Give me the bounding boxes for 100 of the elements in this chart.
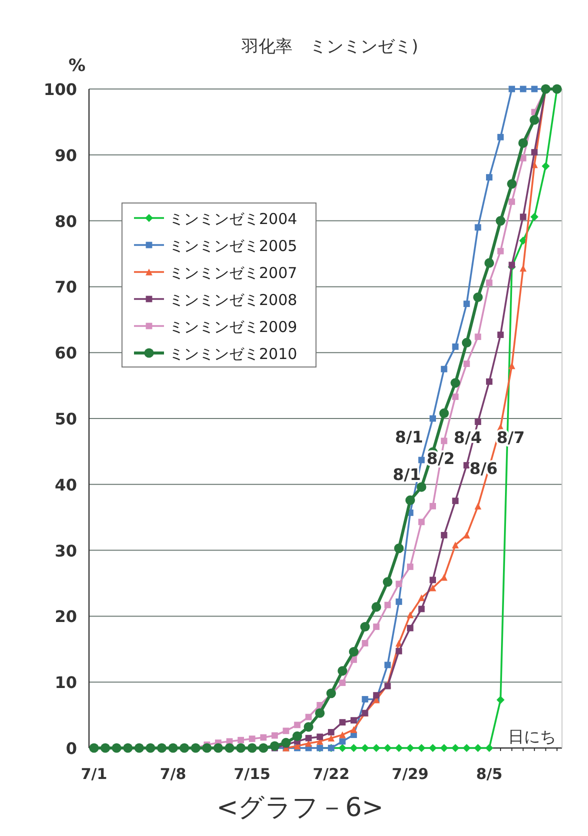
point — [497, 248, 504, 254]
point — [508, 262, 516, 268]
point — [236, 743, 246, 753]
point — [474, 224, 482, 231]
point — [394, 744, 403, 752]
point — [260, 734, 267, 741]
point — [440, 438, 448, 444]
point — [282, 728, 290, 734]
point — [328, 728, 334, 736]
point — [112, 743, 122, 753]
point — [462, 338, 472, 348]
y-tick-label: 90 — [54, 146, 77, 165]
y-tick-label: 20 — [54, 607, 77, 626]
point — [338, 744, 346, 752]
annotation: 8/1 — [395, 427, 424, 446]
point — [486, 174, 492, 181]
point — [406, 564, 414, 570]
point — [168, 743, 178, 753]
point — [338, 666, 348, 676]
point — [146, 743, 156, 753]
point — [531, 149, 538, 156]
point — [542, 162, 550, 170]
point — [496, 696, 505, 704]
point — [224, 743, 234, 753]
text: <グラフ－6> — [216, 793, 384, 823]
x-tick-label: 8/5 — [476, 765, 502, 783]
point — [497, 134, 504, 140]
point — [484, 258, 494, 268]
point — [134, 743, 144, 753]
point — [271, 732, 278, 739]
legend-label: ミンミンゼミ2004 — [169, 210, 298, 228]
y-tick-label: 50 — [54, 410, 77, 428]
point — [156, 743, 167, 753]
point — [372, 744, 380, 752]
point — [384, 662, 391, 668]
point — [405, 495, 415, 506]
point — [440, 532, 448, 538]
point — [508, 362, 516, 370]
point — [304, 722, 314, 732]
y-tick-label: 80 — [54, 212, 77, 231]
x-tick-label: 7/1 — [80, 765, 108, 783]
point — [348, 646, 359, 657]
point — [474, 334, 482, 340]
x-tick-label: 7/15 — [234, 765, 270, 783]
y-tick-label: 40 — [54, 475, 77, 494]
point — [89, 743, 99, 753]
point — [486, 280, 492, 286]
point — [305, 734, 312, 742]
point — [384, 744, 392, 752]
point — [305, 714, 312, 720]
point — [452, 542, 459, 548]
point — [452, 343, 459, 350]
point — [452, 498, 459, 504]
y-tick-label: 70 — [54, 278, 77, 297]
point — [507, 179, 517, 189]
point — [473, 292, 483, 302]
point — [520, 154, 526, 162]
point — [339, 680, 346, 686]
x-tick-label: 7/8 — [160, 765, 186, 783]
point — [281, 738, 291, 748]
x-tick-label: 7/29 — [392, 765, 429, 783]
legend-label: ミンミンゼミ2010 — [169, 345, 298, 363]
point — [474, 744, 482, 752]
legend-label: ミンミンゼミ2009 — [169, 318, 298, 336]
point — [247, 743, 257, 753]
point — [339, 719, 346, 726]
point — [440, 744, 448, 752]
point — [396, 598, 402, 605]
point — [361, 744, 370, 752]
legend-label: ミンミンゼミ2005 — [169, 237, 298, 255]
y-tick-label: 0 — [66, 739, 77, 758]
point — [238, 736, 244, 744]
point — [430, 576, 436, 584]
point — [439, 408, 449, 418]
point — [463, 360, 470, 368]
point — [360, 622, 370, 632]
point — [406, 611, 414, 618]
point — [248, 736, 256, 742]
point — [508, 198, 516, 205]
point — [451, 744, 460, 752]
point — [339, 731, 346, 738]
chart-title: 羽化率 ミンミンゼミ) — [240, 37, 418, 57]
point — [486, 378, 492, 385]
point — [440, 366, 448, 372]
point — [531, 86, 538, 92]
point — [350, 744, 358, 752]
point — [100, 743, 110, 753]
point — [520, 214, 526, 220]
point — [530, 212, 538, 221]
point — [123, 743, 133, 753]
point — [463, 532, 470, 539]
x-axis-title: 日にち — [508, 727, 556, 746]
point — [382, 577, 392, 587]
point — [474, 418, 482, 425]
point — [339, 738, 346, 745]
point — [373, 624, 380, 630]
point — [373, 692, 380, 698]
point — [440, 574, 448, 581]
point — [315, 708, 325, 718]
point — [396, 580, 402, 588]
